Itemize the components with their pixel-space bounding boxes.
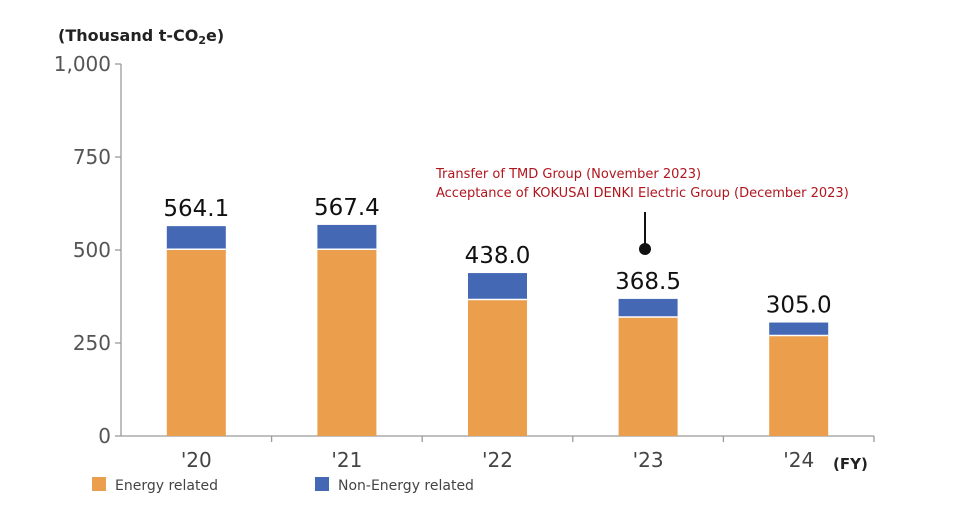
annotation-line-1: Transfer of TMD Group (November 2023): [435, 167, 701, 182]
bar-total-label: 438.0: [465, 243, 531, 269]
bar-total-label: 567.4: [314, 195, 380, 221]
x-tick-label: '24: [783, 448, 814, 472]
legend-swatch-energy: [92, 477, 106, 491]
bar-non-energy-related: [618, 298, 678, 317]
y-unit-label: (Thousand t-CO2e): [58, 26, 224, 47]
legend-label-non-energy: Non-Energy related: [338, 478, 474, 494]
legend-swatch-non-energy: [315, 477, 329, 491]
bar-energy-related: [618, 316, 678, 436]
bar-total-label: 564.1: [163, 196, 229, 222]
bar-non-energy-related: [166, 226, 226, 250]
x-tick-label: '23: [633, 448, 664, 472]
y-tick-label: 250: [73, 331, 111, 355]
x-tick-label: '22: [482, 448, 513, 472]
bar-group: [166, 224, 829, 436]
y-tick-label: 750: [73, 145, 111, 169]
bar-non-energy-related: [468, 273, 527, 300]
x-tick-label: '20: [181, 448, 212, 472]
bar-energy-related: [769, 335, 829, 436]
x-tick-label: '21: [331, 448, 362, 472]
y-unit-subscript: 2: [198, 34, 206, 47]
y-tick-label: 1,000: [54, 52, 111, 76]
y-unit-suffix: e): [206, 26, 224, 45]
bar-total-label: 305.0: [766, 293, 832, 319]
bar-energy-related: [468, 299, 527, 436]
x-axis-ticks: '20 '21 '22 '23 '24: [181, 436, 875, 472]
annotation-line-2: Acceptance of KOKUSAI DENKI Electric Gro…: [436, 186, 849, 201]
legend: Energy related Non-Energy related: [92, 477, 474, 494]
bar-non-energy-related: [769, 322, 829, 336]
y-tick-label: 0: [98, 424, 111, 448]
y-tick-label: 500: [73, 238, 111, 262]
bar-non-energy-related: [317, 224, 377, 250]
bar-total-label: 368.5: [615, 269, 681, 295]
annotation-pointer-dot: [639, 243, 651, 255]
x-unit-label: (FY): [833, 455, 868, 473]
total-labels: 564.1 567.4 438.0 368.5 305.0: [163, 195, 831, 319]
bar-energy-related: [166, 249, 226, 436]
bar-energy-related: [317, 249, 377, 436]
y-unit-prefix: (Thousand t-CO: [58, 26, 198, 45]
y-axis-ticks: 0 250 500 750 1,000: [54, 52, 121, 448]
legend-label-energy: Energy related: [115, 478, 218, 494]
annotation: Transfer of TMD Group (November 2023) Ac…: [435, 167, 849, 255]
